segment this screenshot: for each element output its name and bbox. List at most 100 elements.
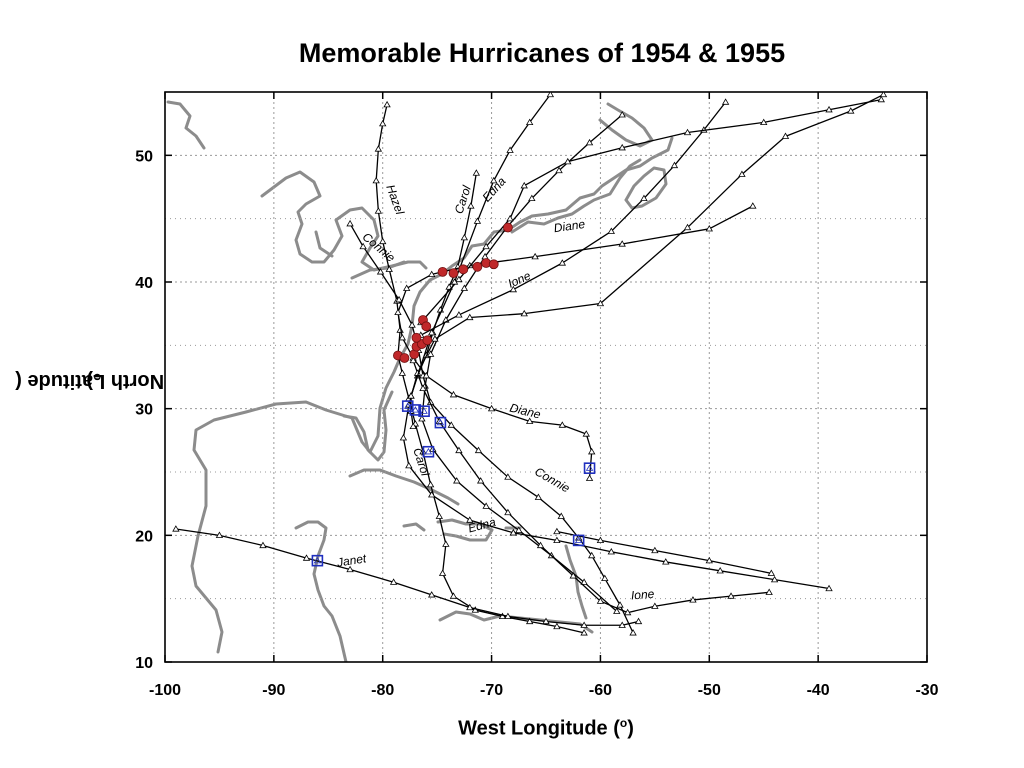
x-tick-label: -90 [262, 682, 285, 699]
coast-newfoundland [624, 166, 668, 210]
track-point [760, 118, 768, 125]
origin-marker-inner [424, 447, 433, 455]
track-point [405, 461, 413, 469]
track-point [389, 578, 398, 585]
track-point [418, 414, 426, 422]
track-point [662, 558, 670, 565]
track-point [596, 536, 605, 543]
track-point [825, 584, 833, 592]
track-point [618, 143, 626, 151]
track-unlabeled [420, 98, 882, 323]
track-point [520, 309, 528, 317]
origin-marker [422, 445, 435, 458]
track-point [629, 629, 637, 636]
track-point [536, 541, 545, 549]
track-point [449, 592, 458, 599]
landfall-marker [422, 335, 433, 346]
track-point [607, 547, 616, 555]
track-point [394, 308, 402, 316]
landfall-marker [458, 264, 469, 275]
track-point [467, 202, 475, 209]
track-point [683, 128, 692, 136]
x-tick-label: -40 [807, 682, 830, 699]
track-point [580, 578, 588, 585]
track-point [431, 335, 439, 342]
track-point [596, 299, 605, 307]
track-point [398, 333, 407, 341]
track-point [215, 531, 224, 538]
track-label-carol: Carol [410, 446, 432, 478]
track-point [447, 421, 455, 428]
landfall-marker [421, 321, 432, 332]
track-point [564, 157, 572, 165]
coast-cuba [348, 468, 460, 506]
x-axis-label-close: ) [627, 717, 634, 740]
coast-florida [342, 390, 394, 462]
track-point [705, 224, 713, 232]
track-point [640, 194, 648, 202]
x-tick-label: -60 [589, 682, 612, 699]
track-point [569, 572, 577, 579]
track-point [426, 480, 435, 488]
track-point [585, 474, 594, 481]
track-point [553, 527, 561, 535]
track-point [455, 275, 463, 283]
track-point [376, 268, 385, 275]
track-point [374, 207, 383, 214]
coast-labrador [598, 102, 654, 148]
track-point [515, 526, 523, 533]
track-point [553, 622, 561, 630]
track-point [435, 512, 444, 519]
coastline [166, 100, 674, 662]
origin-marker-inner [411, 406, 420, 413]
event-markers [311, 222, 596, 567]
landfall-marker [502, 222, 513, 233]
track-point [428, 490, 436, 498]
track-point [767, 569, 776, 576]
track-point [727, 592, 735, 599]
track-label-ione: Ione [630, 587, 655, 603]
track-point [580, 621, 588, 628]
landfall-marker [411, 332, 422, 343]
track-connie [349, 223, 634, 634]
track-point [585, 138, 594, 146]
origin-marker [434, 416, 447, 429]
track-point [553, 536, 561, 543]
x-tick-label: -100 [149, 682, 181, 699]
track-label-connie: Connie [532, 464, 572, 495]
track-point [509, 528, 518, 536]
track-point [450, 278, 459, 285]
track-diane [397, 205, 754, 479]
track-point [749, 202, 757, 209]
track-point [509, 285, 518, 293]
track-point [438, 569, 447, 576]
track-point [601, 574, 609, 581]
track-label-edna: Edna [479, 174, 508, 204]
track-point [482, 502, 490, 509]
track-point [506, 146, 514, 153]
track-point [449, 390, 458, 398]
y-axis-label-text-wrap: North Latitude (o) [15, 370, 164, 392]
landfall-marker [472, 261, 483, 272]
track-point [542, 617, 550, 625]
track-ione [412, 101, 770, 614]
track-point [460, 284, 469, 291]
track-point [408, 321, 416, 328]
track-point [455, 446, 463, 454]
track-point [558, 259, 567, 266]
track-point [616, 601, 624, 608]
track-point [466, 603, 474, 611]
track-point [346, 219, 354, 227]
track-point [172, 525, 180, 532]
track-point [487, 404, 496, 412]
track-point [428, 328, 436, 336]
origin-marker [572, 534, 585, 547]
track-point [402, 284, 411, 291]
track-point [395, 295, 403, 303]
x-axis-label-text: West Longitude ( [458, 717, 620, 740]
origin-marker [583, 462, 596, 475]
track-label-janet: Janet [335, 551, 368, 570]
grid [165, 92, 927, 662]
track-point [607, 227, 616, 234]
track-point [428, 591, 436, 598]
